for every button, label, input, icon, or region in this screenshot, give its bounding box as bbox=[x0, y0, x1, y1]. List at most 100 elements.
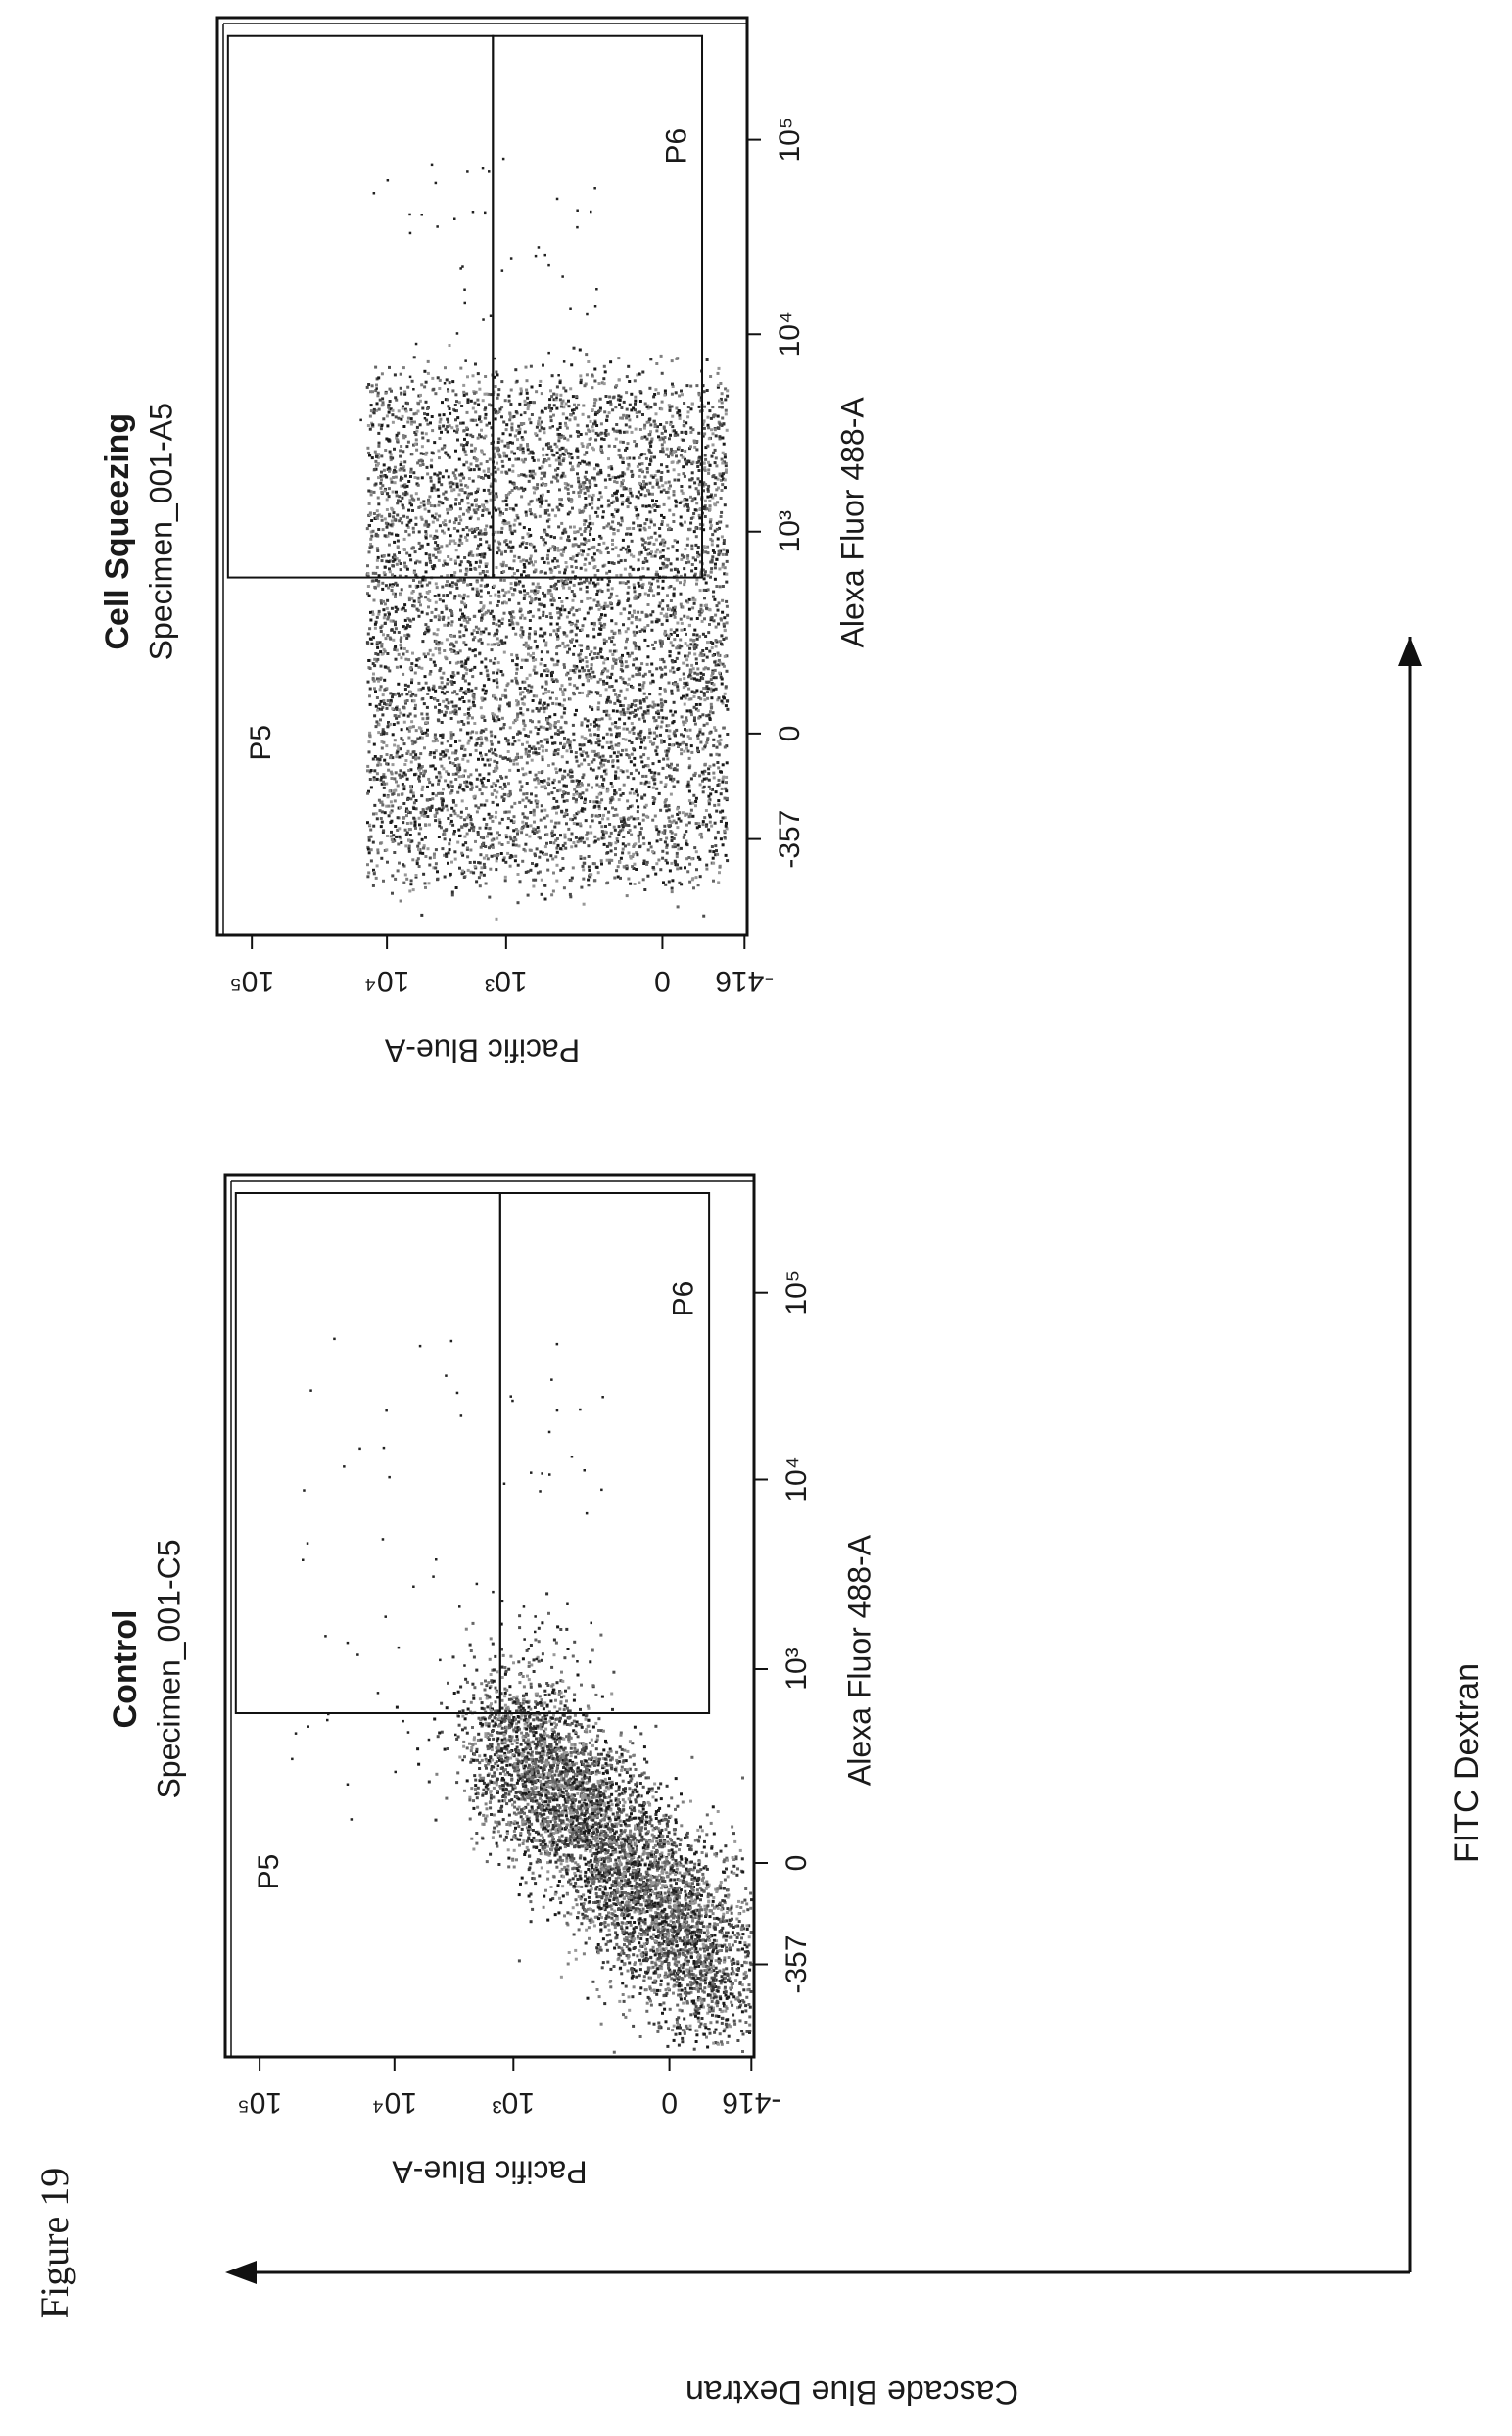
scatter-point bbox=[527, 1838, 531, 1841]
scatter-point bbox=[552, 1760, 556, 1764]
scatter-point bbox=[673, 1908, 677, 1912]
scatter-point bbox=[726, 1974, 730, 1977]
scatter-point bbox=[722, 2030, 726, 2033]
scatter-point bbox=[667, 1861, 671, 1865]
scatter-point bbox=[509, 1738, 513, 1742]
scatter-point bbox=[660, 1951, 664, 1955]
scatter-point bbox=[634, 1800, 638, 1804]
scatter-point bbox=[594, 1874, 598, 1877]
scatter-point bbox=[594, 1822, 598, 1826]
scatter-point bbox=[528, 1793, 532, 1796]
scatter-point bbox=[651, 1981, 655, 1984]
scatter-point bbox=[685, 1869, 689, 1873]
scatter-point bbox=[542, 1847, 545, 1851]
scatter-point bbox=[555, 1798, 559, 1802]
scatter-point bbox=[652, 1949, 656, 1953]
scatter-point bbox=[545, 1796, 549, 1800]
scatter-point bbox=[699, 2022, 703, 2026]
scatter-point bbox=[607, 1839, 611, 1843]
scatter-point bbox=[625, 1818, 629, 1822]
scatter-point bbox=[675, 1976, 679, 1980]
scatter-point bbox=[723, 1943, 727, 1947]
scatter-point bbox=[635, 1890, 638, 1894]
scatter-point bbox=[669, 1938, 673, 1942]
scatter-point bbox=[533, 1795, 537, 1799]
scatter-point bbox=[594, 1892, 598, 1895]
scatter-point bbox=[630, 1887, 634, 1891]
scatter-point bbox=[697, 1863, 701, 1867]
scatter-point bbox=[568, 1839, 572, 1842]
scatter-point bbox=[689, 2013, 693, 2017]
scatter-point bbox=[628, 1860, 632, 1864]
scatter-point bbox=[715, 1904, 719, 1908]
scatter-point bbox=[581, 1839, 585, 1843]
scatter-point bbox=[580, 1725, 584, 1729]
scatter-point bbox=[665, 1940, 669, 1944]
scatter-point bbox=[570, 1853, 574, 1857]
scatter-point bbox=[721, 1917, 725, 1921]
scatter-point bbox=[741, 1933, 745, 1936]
scatter-point bbox=[698, 1938, 702, 1942]
scatter-point bbox=[708, 1946, 712, 1949]
scatter-point bbox=[622, 1963, 626, 1967]
scatter-point bbox=[530, 1765, 534, 1769]
scatter-point bbox=[662, 1841, 666, 1845]
scatter-point bbox=[549, 1832, 553, 1836]
scatter-point bbox=[604, 1942, 608, 1946]
scatter-point bbox=[656, 1864, 660, 1868]
scatter-point bbox=[674, 1960, 678, 1964]
scatter-point bbox=[565, 1921, 569, 1925]
scatter-point bbox=[735, 1905, 739, 1908]
scatter-point bbox=[663, 1907, 667, 1911]
scatter-point bbox=[628, 1880, 632, 1884]
scatter-point bbox=[464, 1677, 468, 1681]
scatter-point bbox=[576, 1752, 580, 1756]
scatter-point bbox=[653, 1881, 657, 1885]
scatter-point bbox=[579, 1877, 583, 1881]
scatter-point bbox=[566, 1786, 570, 1790]
scatter-point bbox=[703, 2023, 707, 2026]
scatter-point bbox=[656, 1930, 660, 1934]
scatter-point bbox=[700, 2002, 704, 2006]
scatter-point bbox=[654, 1813, 658, 1816]
scatter-point bbox=[508, 1799, 512, 1803]
scatter-point bbox=[474, 1778, 478, 1782]
scatter-point bbox=[694, 2040, 698, 2043]
scatter-point bbox=[557, 1827, 561, 1831]
scatter-point bbox=[627, 1844, 631, 1848]
scatter-point bbox=[597, 1903, 601, 1907]
scatter-point bbox=[566, 1843, 569, 1846]
scatter-point bbox=[661, 1884, 665, 1887]
scatter-point bbox=[730, 1982, 733, 1986]
scatter-point bbox=[463, 1726, 467, 1730]
scatter-point bbox=[468, 1795, 472, 1799]
scatter-point bbox=[644, 1776, 648, 1780]
scatter-point bbox=[723, 2004, 726, 2008]
scatter-point bbox=[496, 1696, 500, 1699]
scatter-point bbox=[507, 1790, 511, 1793]
scatter-point bbox=[575, 1750, 579, 1754]
scatter-point bbox=[526, 1817, 530, 1821]
scatter-point bbox=[577, 1865, 581, 1869]
scatter-point bbox=[552, 1638, 556, 1642]
scatter-point bbox=[667, 1949, 671, 1953]
scatter-point bbox=[576, 1673, 580, 1677]
scatter-point bbox=[617, 1788, 621, 1791]
scatter-point bbox=[737, 1991, 741, 1995]
scatter-point bbox=[555, 1752, 559, 1756]
scatter-point bbox=[516, 1771, 520, 1775]
scatter-point bbox=[516, 1749, 520, 1752]
scatter-point bbox=[714, 2001, 718, 2005]
scatter-point bbox=[579, 1854, 583, 1858]
scatter-point bbox=[616, 1822, 620, 1826]
scatter-point bbox=[624, 1931, 628, 1934]
scatter-point bbox=[685, 1833, 688, 1837]
scatter-point bbox=[653, 1981, 657, 1984]
scatter-point bbox=[589, 1868, 592, 1872]
scatter-point bbox=[664, 1900, 668, 1904]
scatter-point bbox=[577, 1815, 581, 1819]
scatter-point bbox=[505, 1830, 509, 1834]
scatter-point bbox=[613, 1946, 617, 1950]
scatter-point bbox=[513, 1763, 517, 1767]
